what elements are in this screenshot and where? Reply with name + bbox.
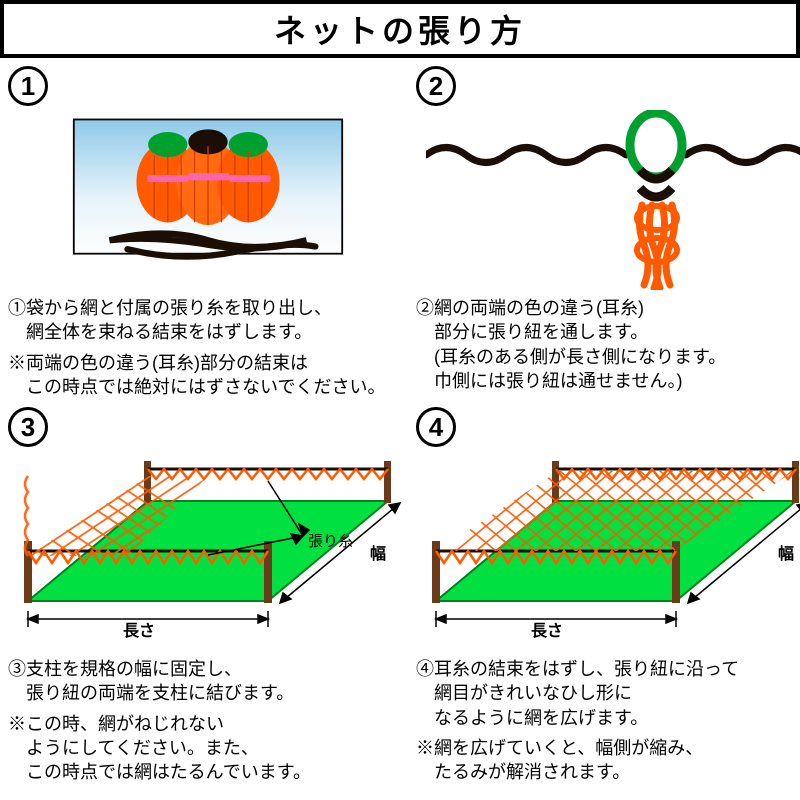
green-loop-icon [630,113,682,197]
chain-rope-icon [426,148,800,163]
panel-3: 3 [8,407,408,784]
panel-1-caption: ①袋から網と付属の張り糸を取り出し、 網全体を束ねる結束をはずします。 ※両端の… [8,296,408,399]
panel-2-svg [426,110,800,290]
panel-1-illustration [8,110,408,290]
panel-1-caption-note: ※両端の色の違う(耳糸)部分の結束は この時点では絶対にはずさないでください。 [8,351,408,400]
width-label: 幅 [778,544,794,563]
panel-4-caption-note: ※網を広げていくと、幅側が縮み、 たるみが解消されます。 [416,736,800,785]
panel-3-svg: 張り糸 幅 長さ [8,451,408,651]
page-title: ネットの張り方 [4,6,796,52]
panel-3-caption-main: ③支柱を規格の幅に固定し、 張り紐の両端を支柱に結びます。 [8,657,408,706]
panel-3-illustration: 張り糸 幅 長さ [8,451,408,651]
orange-strands-icon [637,205,677,288]
panel-3-caption: ③支柱を規格の幅に固定し、 張り紐の両端を支柱に結びます。 ※この時、網がねじれ… [8,657,408,784]
panel-4-svg: 幅 長さ [416,451,800,651]
panel-2-caption: ②網の両端の色の違う(耳糸) 部分に張り紐を通します。 (耳糸のある側が長さ側に… [416,296,800,393]
panel-1-svg [38,110,378,290]
panel-2: 2 [416,66,800,399]
panel-3-caption-note: ※この時、網がねじれない ようにしてください。また、 この時点では網はたるんでい… [8,712,408,785]
step-number-3: 3 [8,407,48,447]
length-label: 長さ [531,622,563,640]
length-label: 長さ [123,622,155,640]
width-label: 幅 [370,544,386,563]
header: ネットの張り方 [0,0,800,58]
panel-4: 4 [416,407,800,784]
step-number-4: 4 [416,407,456,447]
panel-4-caption-main: ④耳糸の結束をはずし、張り紐に沿って 網目がきれいなひし形に なるように網を広げ… [416,657,800,730]
panel-4-caption: ④耳糸の結束をはずし、張り紐に沿って 網目がきれいなひし形に なるように網を広げ… [416,657,800,784]
panel-2-caption-main: ②網の両端の色の違う(耳糸) 部分に張り紐を通します。 (耳糸のある側が長さ側に… [416,296,800,393]
instruction-grid: 1 [0,66,800,785]
panel-1-caption-main: ①袋から網と付属の張り糸を取り出し、 網全体を束ねる結束をはずします。 [8,296,408,345]
panel-4-illustration: 幅 長さ [416,451,800,651]
step-number-1: 1 [8,66,48,106]
step-number-2: 2 [416,66,456,106]
panel-2-illustration [416,110,800,290]
panel-1: 1 [8,66,408,399]
